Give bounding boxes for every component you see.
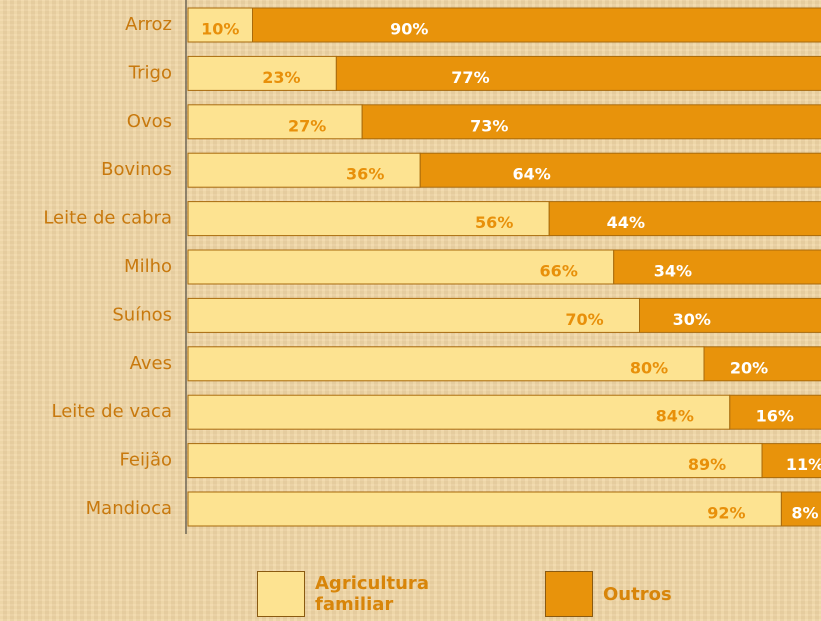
category-label: Bovinos xyxy=(101,159,172,180)
bar-segment xyxy=(703,346,821,382)
value-label: 27% xyxy=(288,116,326,135)
bar-segment xyxy=(761,443,821,479)
bar-segment xyxy=(548,201,821,237)
value-label: 23% xyxy=(262,68,300,87)
value-label: 56% xyxy=(475,213,513,232)
value-label: 66% xyxy=(540,262,578,281)
value-label: 44% xyxy=(607,213,645,232)
bar-segment xyxy=(780,491,821,527)
bar-segment xyxy=(361,104,821,140)
value-label: 11% xyxy=(786,455,821,474)
category-label: Mandioca xyxy=(86,498,172,519)
bar-segment xyxy=(187,201,550,237)
category-label: Arroz xyxy=(125,14,172,35)
bar-segment xyxy=(187,394,731,430)
bar-segment xyxy=(187,443,763,479)
bar-segment xyxy=(335,55,821,91)
value-label: 90% xyxy=(390,20,428,39)
category-label: Leite de vaca xyxy=(52,401,172,422)
legend-item: Agricultura familiar xyxy=(257,571,429,617)
value-label: 92% xyxy=(707,504,745,523)
bar-segment xyxy=(187,346,705,382)
legend-swatch xyxy=(545,571,593,617)
value-label: 34% xyxy=(654,262,692,281)
category-label: Ovos xyxy=(127,111,172,132)
bar-segment xyxy=(187,491,782,527)
category-label: Milho xyxy=(124,256,172,277)
value-label: 10% xyxy=(201,20,239,39)
legend-item: Outros xyxy=(545,571,672,617)
value-label: 73% xyxy=(470,116,508,135)
bar-segment xyxy=(419,152,821,188)
bar-segment xyxy=(252,7,821,43)
value-label: 20% xyxy=(730,358,768,377)
category-label: Feijão xyxy=(120,450,173,471)
value-label: 84% xyxy=(656,407,694,426)
value-label: 64% xyxy=(513,165,551,184)
bar-segment xyxy=(187,152,421,188)
value-label: 70% xyxy=(565,310,603,329)
bar-segment xyxy=(613,249,821,285)
category-label: Leite de cabra xyxy=(43,208,172,229)
value-label: 30% xyxy=(673,310,711,329)
value-label: 77% xyxy=(451,68,489,87)
legend-label: Agricultura familiar xyxy=(315,573,429,615)
value-label: 8% xyxy=(791,504,818,523)
bar-segment xyxy=(187,104,363,140)
value-label: 36% xyxy=(346,165,384,184)
category-label: Suínos xyxy=(112,304,172,325)
value-label: 89% xyxy=(688,455,726,474)
legend-swatch xyxy=(257,571,305,617)
value-label: 16% xyxy=(756,407,794,426)
bar-segment xyxy=(639,297,821,333)
bar-segment xyxy=(187,55,337,91)
legend-label: Outros xyxy=(603,583,672,605)
category-label: Aves xyxy=(130,353,172,374)
bar-segment xyxy=(729,394,821,430)
value-label: 80% xyxy=(630,358,668,377)
category-label: Trigo xyxy=(128,62,172,83)
